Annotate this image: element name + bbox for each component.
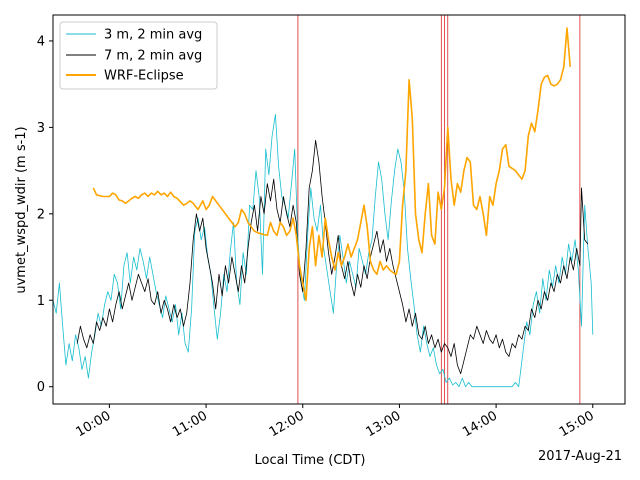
y-axis-label: uvmet_wspd_wdir (m s-1) — [14, 126, 29, 293]
y-tick-label: 0 — [37, 380, 45, 395]
legend-box — [59, 21, 218, 90]
y-tick-label: 3 — [37, 121, 45, 136]
eclipse-marker-lines — [297, 15, 581, 404]
series-3m-line — [52, 114, 594, 388]
legend-label-3m: 3 m, 2 min avg — [104, 28, 202, 43]
series-layer — [52, 27, 594, 388]
legend-label-7m: 7 m, 2 min avg — [104, 49, 202, 64]
series-wrf-line — [92, 27, 571, 302]
legend: 3 m, 2 min avg 7 m, 2 min avg WRF-Eclips… — [59, 21, 218, 90]
y-tick-label: 1 — [37, 294, 45, 309]
plot-frame — [52, 14, 626, 405]
y-tick-label: 4 — [37, 34, 45, 49]
date-label: 2017-Aug-21 — [538, 449, 622, 464]
y-tick-label: 2 — [37, 207, 45, 222]
y-axis: 0 1 2 3 4 — [37, 34, 53, 395]
legend-label-wrf: WRF-Eclipse — [104, 69, 184, 84]
x-axis-label: Local Time (CDT) — [255, 453, 366, 468]
